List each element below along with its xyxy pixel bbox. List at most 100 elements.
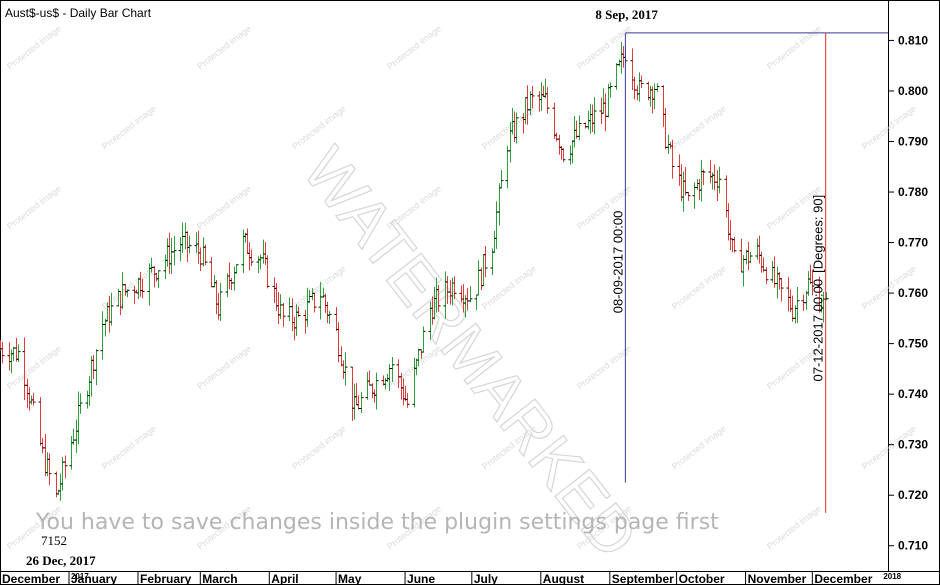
- ohlc-bar: [125, 289, 130, 298]
- ohlc-bar: [497, 183, 502, 226]
- ohlc-bar: [697, 179, 702, 200]
- y-tick-label: 0.730: [898, 438, 928, 452]
- watermark-tile: Protected image: [100, 103, 158, 151]
- ohlc-bar: [263, 241, 268, 265]
- ohlc-bar: [325, 301, 330, 324]
- watermark-tile: Protected image: [5, 183, 63, 231]
- ohlc-bar: [730, 238, 735, 253]
- annotation-lines: [624, 32, 888, 513]
- ohlc-bar: [652, 83, 657, 110]
- x-month-label: March: [202, 572, 237, 585]
- ohlc-bar: [370, 383, 375, 399]
- ohlc-bar: [421, 326, 426, 353]
- ohlc-bars: [0, 41, 829, 501]
- ohlc-bar: [728, 219, 733, 251]
- ohlc-bar: [617, 59, 622, 67]
- ohlc-bar: [274, 283, 279, 311]
- y-tick-label: 0.790: [898, 134, 928, 148]
- ohlc-bar: [479, 267, 484, 291]
- ohlc-bar: [699, 159, 704, 202]
- ohlc-bar: [292, 316, 297, 341]
- x-month-label: December: [2, 572, 60, 585]
- ohlc-bar: [196, 230, 201, 264]
- ohlc-bar: [56, 489, 61, 495]
- ohlc-bar: [592, 97, 597, 135]
- ohlc-bar: [739, 238, 744, 273]
- y-tick-label: 0.780: [898, 185, 928, 199]
- ohlc-bar: [552, 102, 557, 140]
- ohlc-bar: [272, 277, 277, 304]
- ohlc-bar: [770, 260, 775, 283]
- ohlc-bar: [163, 254, 168, 280]
- ohlc-bar: [568, 145, 573, 165]
- ohlc-bar: [759, 251, 764, 273]
- ohlc-bar: [203, 244, 208, 266]
- ohlc-bar: [356, 395, 361, 410]
- ohlc-bar: [514, 112, 519, 144]
- ohlc-bar: [7, 342, 12, 371]
- ohlc-bar: [492, 230, 497, 253]
- ohlc-bar: [757, 235, 762, 264]
- y-tick-label: 0.710: [898, 539, 928, 553]
- ohlc-bar: [390, 357, 395, 383]
- ohlc-bar: [772, 256, 777, 288]
- watermark-tile: Protected image: [385, 23, 443, 71]
- ohlc-bar: [209, 257, 214, 288]
- red-line-date-text: 07-12-2017 00:00: [811, 279, 826, 382]
- ohlc-bar: [639, 75, 644, 89]
- ohlc-bar: [218, 282, 223, 321]
- ohlc-bar: [755, 238, 760, 260]
- x-month-label: October: [679, 572, 725, 585]
- blue-line-date-label: 08-09-2017 00:00: [610, 211, 625, 314]
- ohlc-bar: [214, 279, 219, 315]
- ohlc-bar: [541, 85, 546, 98]
- ohlc-bar: [746, 241, 751, 271]
- ohlc-bar: [276, 291, 281, 325]
- ohlc-bar: [63, 455, 68, 479]
- y-tick-label: 0.750: [898, 337, 928, 351]
- ohlc-bar: [339, 346, 344, 367]
- ohlc-bar: [336, 322, 341, 363]
- ohlc-bar: [670, 139, 675, 179]
- ohlc-bar: [606, 83, 611, 118]
- ohlc-bar: [94, 349, 99, 386]
- ohlc-bar: [712, 164, 717, 191]
- ohlc-bar: [265, 255, 270, 289]
- ohlc-bar: [679, 164, 684, 202]
- ohlc-bar: [256, 256, 261, 274]
- ohlc-bar: [229, 278, 234, 291]
- ohlc-bar: [227, 262, 232, 290]
- y-tick-label: 0.760: [898, 286, 928, 300]
- ohlc-bar: [637, 72, 642, 102]
- ohlc-bar: [156, 270, 161, 288]
- red-line-angle-text: [Degrees: 90]: [811, 195, 826, 273]
- low-date-label: 26 Dec, 2017: [26, 553, 96, 568]
- ohlc-bar: [717, 166, 722, 194]
- ohlc-bar: [686, 192, 691, 201]
- ohlc-bar: [468, 286, 473, 303]
- ohlc-bar: [216, 292, 221, 320]
- ohlc-bar: [614, 63, 619, 90]
- ohlc-bar: [165, 238, 170, 267]
- chart-title: Aust$-us$ - Daily Bar Chart: [5, 6, 152, 20]
- x-year-label: 2018: [883, 572, 901, 581]
- ohlc-bar: [71, 428, 76, 445]
- ohlc-bar: [303, 309, 308, 334]
- ohlc-bar: [775, 266, 780, 299]
- y-tick-label: 0.740: [898, 387, 928, 401]
- ohlc-bar: [232, 266, 237, 291]
- ohlc-bar: [539, 82, 544, 111]
- x-month-label: November: [748, 572, 807, 585]
- ohlc-bar: [327, 311, 332, 325]
- ohlc-bar: [0, 342, 5, 364]
- high-date-label: 8 Sep, 2017: [595, 7, 658, 22]
- watermark-tile: Protected image: [670, 423, 728, 471]
- ohlc-bar: [559, 145, 564, 160]
- ohlc-bar: [561, 148, 566, 163]
- y-tick-label: 0.810: [898, 33, 928, 47]
- ohlc-bar: [481, 254, 486, 287]
- red-line-date-label: 07-12-2017 00:00 [Degrees: 90]: [811, 195, 826, 382]
- watermark-tile: Protected image: [575, 343, 633, 391]
- y-axis-ticks: 0.810 0.800 0.790 0.780 0.770 0.760 0.750 0.740…: [888, 33, 928, 553]
- watermark-tile: Protected image: [670, 103, 728, 151]
